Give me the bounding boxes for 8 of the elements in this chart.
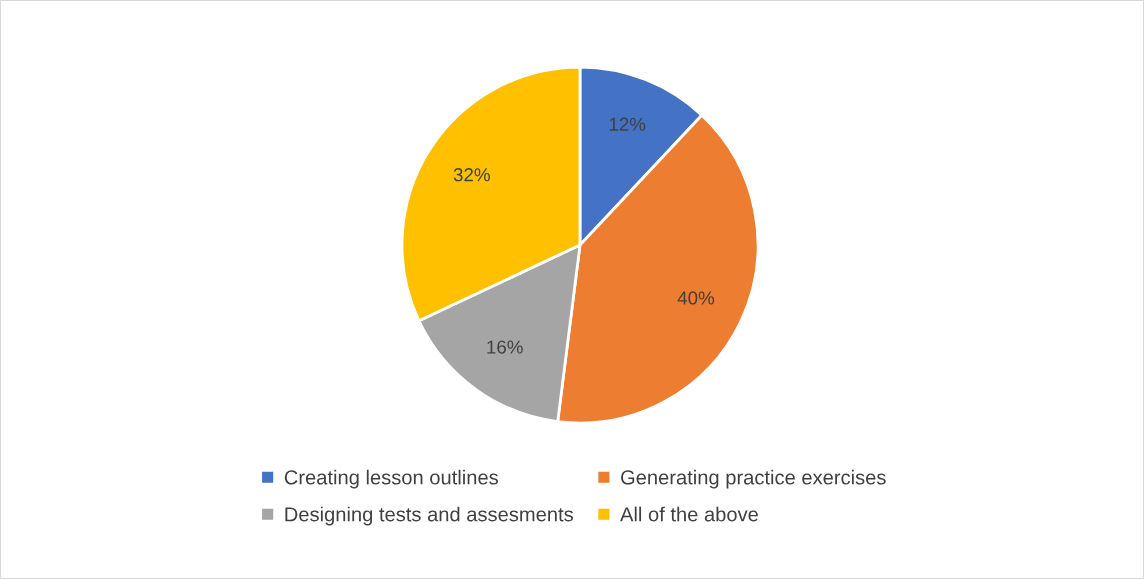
data-label: 32% bbox=[453, 168, 490, 182]
data-label: 16% bbox=[487, 340, 523, 354]
legend-label: All of the above bbox=[620, 506, 758, 522]
legend-label: Generating practice exercises bbox=[621, 469, 886, 489]
data-label: 12% bbox=[609, 117, 646, 131]
legend-label: Creating lesson outlines bbox=[284, 469, 498, 489]
legend-label: Designing tests and assesments bbox=[285, 506, 573, 526]
data-label: 40% bbox=[677, 291, 715, 305]
